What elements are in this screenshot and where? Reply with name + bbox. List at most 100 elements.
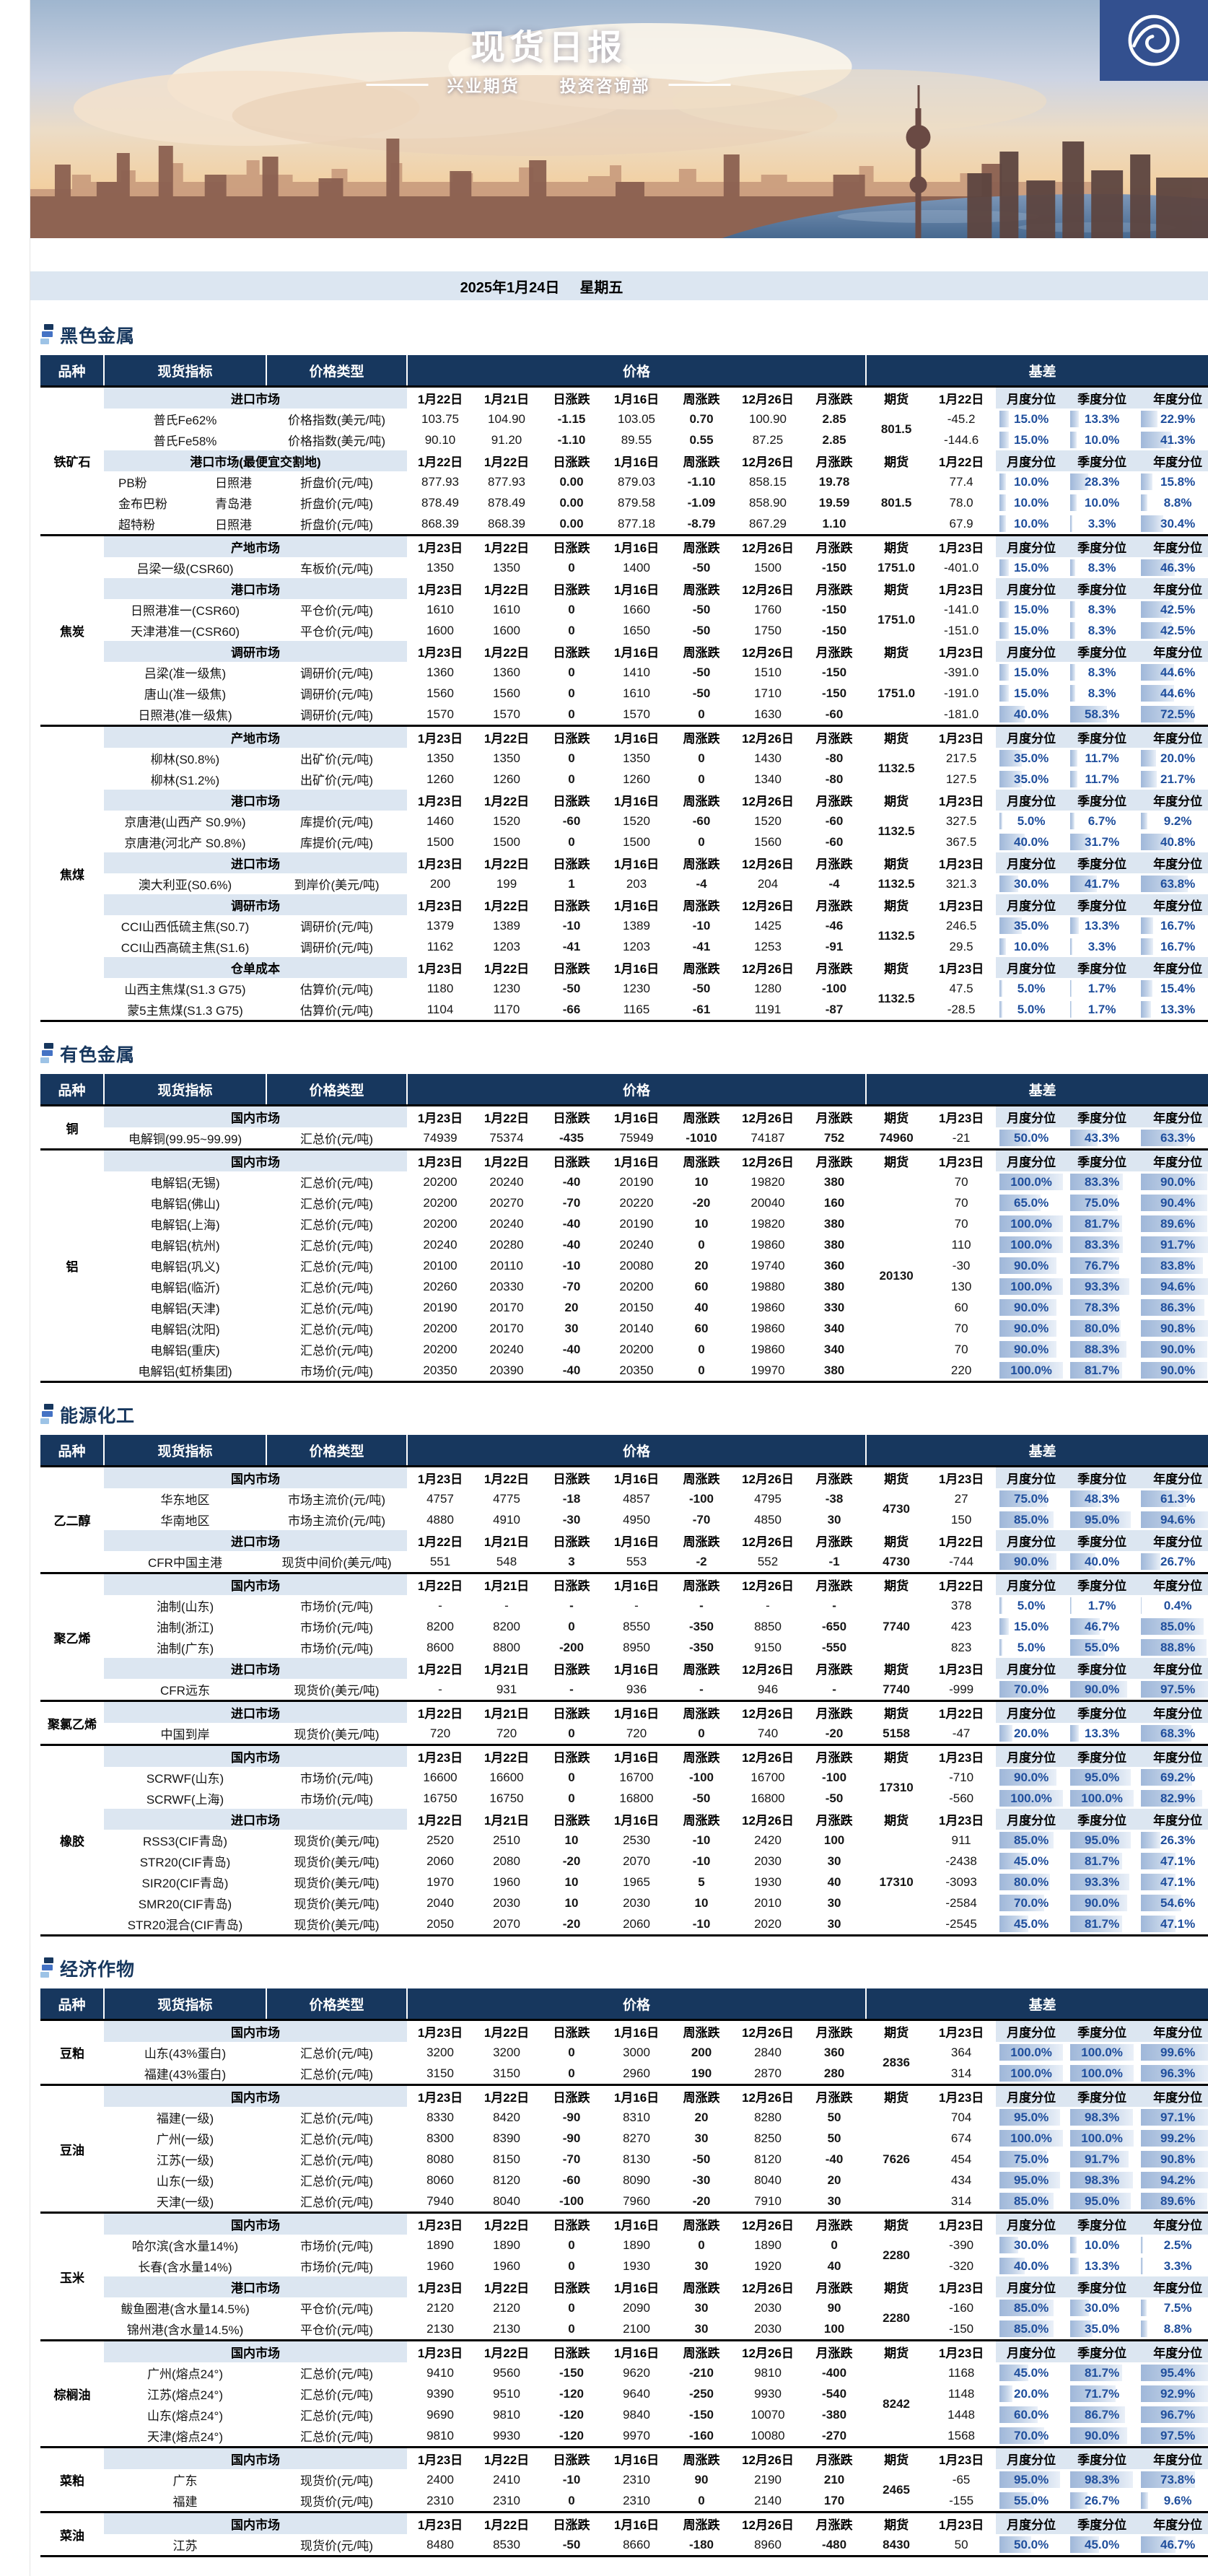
- price-cell: 19970: [733, 1360, 802, 1382]
- bullet-square: [42, 1965, 53, 1970]
- price-cell: 3150: [407, 2063, 473, 2085]
- price-cell: 1890: [733, 2235, 802, 2256]
- change-cell: 30: [802, 1913, 866, 1936]
- percentile-wrap: 1.7%: [1070, 980, 1134, 997]
- change-cell: 340: [802, 1318, 866, 1339]
- percentile-value: 21.7%: [1141, 771, 1208, 787]
- indicator-cell: 鲅鱼圈港(含水量14.5%): [104, 2297, 266, 2318]
- date-header-cell: 月涨跌: [802, 387, 866, 409]
- price-type-cell: 折盘价(元/吨): [266, 513, 407, 536]
- percentile-cell: 96.3%: [1137, 2063, 1208, 2085]
- percentile-header-cell: 季度分位: [1067, 2341, 1137, 2363]
- date-header-cell: 1月23日: [407, 1467, 473, 1489]
- price-cell: 20220: [603, 1192, 670, 1213]
- price-cell: 2140: [733, 2490, 802, 2512]
- percentile-wrap: 48.3%: [1070, 1490, 1134, 1507]
- price-type-cell: 汇总价(元/吨): [266, 2170, 407, 2191]
- price-cell: 1630: [733, 704, 802, 726]
- variety-header: 品种: [40, 1988, 104, 2020]
- price-type-cell: 折盘价(元/吨): [266, 492, 407, 513]
- date-header-cell: 日涨跌: [540, 1658, 603, 1679]
- change-cell: 0.70: [670, 409, 733, 429]
- price-cell: 4757: [407, 1488, 473, 1509]
- price-cell: 2530: [603, 1830, 670, 1851]
- indicator-cell: 柳林(S1.2%): [104, 769, 266, 790]
- date-header-cell: 1月16日: [603, 2448, 670, 2470]
- price-type-cell: 汇总价(元/吨): [266, 2383, 407, 2404]
- percentile-value: 16.7%: [1141, 917, 1208, 934]
- basis-cell: 220: [927, 1360, 996, 1382]
- price-cell: 1400: [603, 557, 670, 578]
- percentile-wrap: 75.0%: [999, 1490, 1063, 1507]
- percentile-value: 83.3%: [1070, 1174, 1134, 1190]
- percentile-wrap: 83.3%: [1070, 1174, 1134, 1190]
- percentile-wrap: 46.3%: [1141, 559, 1208, 576]
- price-cell: 75374: [473, 1127, 540, 1150]
- indicator-cell: 电解铝(上海): [104, 1213, 266, 1234]
- change-cell: 0: [670, 704, 733, 726]
- basis-cell: -150: [927, 2318, 996, 2341]
- percentile-header-cell: 季度分位: [1067, 1701, 1137, 1724]
- percentile-wrap: 44.6%: [1141, 664, 1208, 681]
- change-cell: -80: [802, 748, 866, 769]
- date-header-cell: 1月23日: [407, 957, 473, 978]
- percentile-wrap: 15.8%: [1141, 473, 1208, 490]
- percentile-value: 15.0%: [999, 411, 1063, 427]
- percentile-wrap: 95.0%: [1070, 2193, 1134, 2209]
- percentile-value: 89.6%: [1141, 2193, 1208, 2209]
- percentile-cell: 76.7%: [1067, 1255, 1137, 1276]
- change-cell: 0: [540, 2318, 603, 2341]
- percentile-cell: 20.0%: [996, 1723, 1067, 1745]
- price-cell: 1360: [473, 662, 540, 683]
- change-cell: 0: [670, 748, 733, 769]
- percentile-cell: 10.0%: [996, 471, 1067, 492]
- basis-cell: 27: [927, 1488, 996, 1509]
- percentile-value: 68.3%: [1141, 1725, 1208, 1742]
- percentile-value: 99.6%: [1141, 2044, 1208, 2061]
- basis-cell: 70: [927, 1213, 996, 1234]
- section-header: 黑色金属: [40, 322, 1199, 348]
- variety-cell: 豆粕: [40, 2020, 104, 2085]
- futures-cell: 1132.5: [866, 915, 927, 957]
- futures-header-cell: 期货: [866, 536, 927, 558]
- change-cell: 0: [540, 2256, 603, 2276]
- percentile-cell: 100.0%: [996, 2128, 1067, 2149]
- change-cell: 50: [802, 2128, 866, 2149]
- percentile-wrap: 15.0%: [999, 622, 1063, 639]
- percentile-wrap: 13.3%: [1070, 411, 1134, 427]
- percentile-wrap: 30.0%: [999, 2237, 1063, 2253]
- price-cell: 1203: [603, 936, 670, 957]
- percentile-wrap: 70.0%: [999, 1681, 1063, 1698]
- date-header-cell: 1月16日: [603, 1701, 670, 1724]
- price-cell: 878.49: [407, 492, 473, 513]
- date-header-cell: 周涨跌: [670, 2512, 733, 2535]
- percentile-cell: 68.3%: [1137, 1723, 1208, 1745]
- percentile-header-cell: 年度分位: [1137, 2512, 1208, 2535]
- date-header-cell: 1月22日: [473, 894, 540, 915]
- indicator-cell: 山东(熔点24°): [104, 2404, 266, 2425]
- basis-cell: 1148: [927, 2383, 996, 2404]
- change-cell: 2.85: [802, 409, 866, 429]
- percentile-value: 45.0%: [1070, 2536, 1134, 2553]
- percentile-wrap: 45.0%: [999, 1853, 1063, 1869]
- price-cell: 20270: [473, 1192, 540, 1213]
- percentile-value: 10.0%: [999, 938, 1063, 955]
- price-type-header: 价格类型: [266, 1988, 407, 2020]
- price-cell: 20200: [407, 1171, 473, 1192]
- percentile-cell: 93.3%: [1067, 1872, 1137, 1892]
- percentile-value: 100.0%: [1070, 2065, 1134, 2082]
- price-cell: 9510: [473, 2383, 540, 2404]
- variety-cell: 菜油: [40, 2512, 104, 2557]
- indicator-cell: 京唐港(河北产 S0.8%): [104, 831, 266, 852]
- percentile-cell: 100.0%: [996, 1788, 1067, 1809]
- percentile-wrap: 90.0%: [999, 1553, 1063, 1570]
- change-cell: -50: [670, 599, 733, 620]
- percentile-cell: 10.0%: [1067, 429, 1137, 450]
